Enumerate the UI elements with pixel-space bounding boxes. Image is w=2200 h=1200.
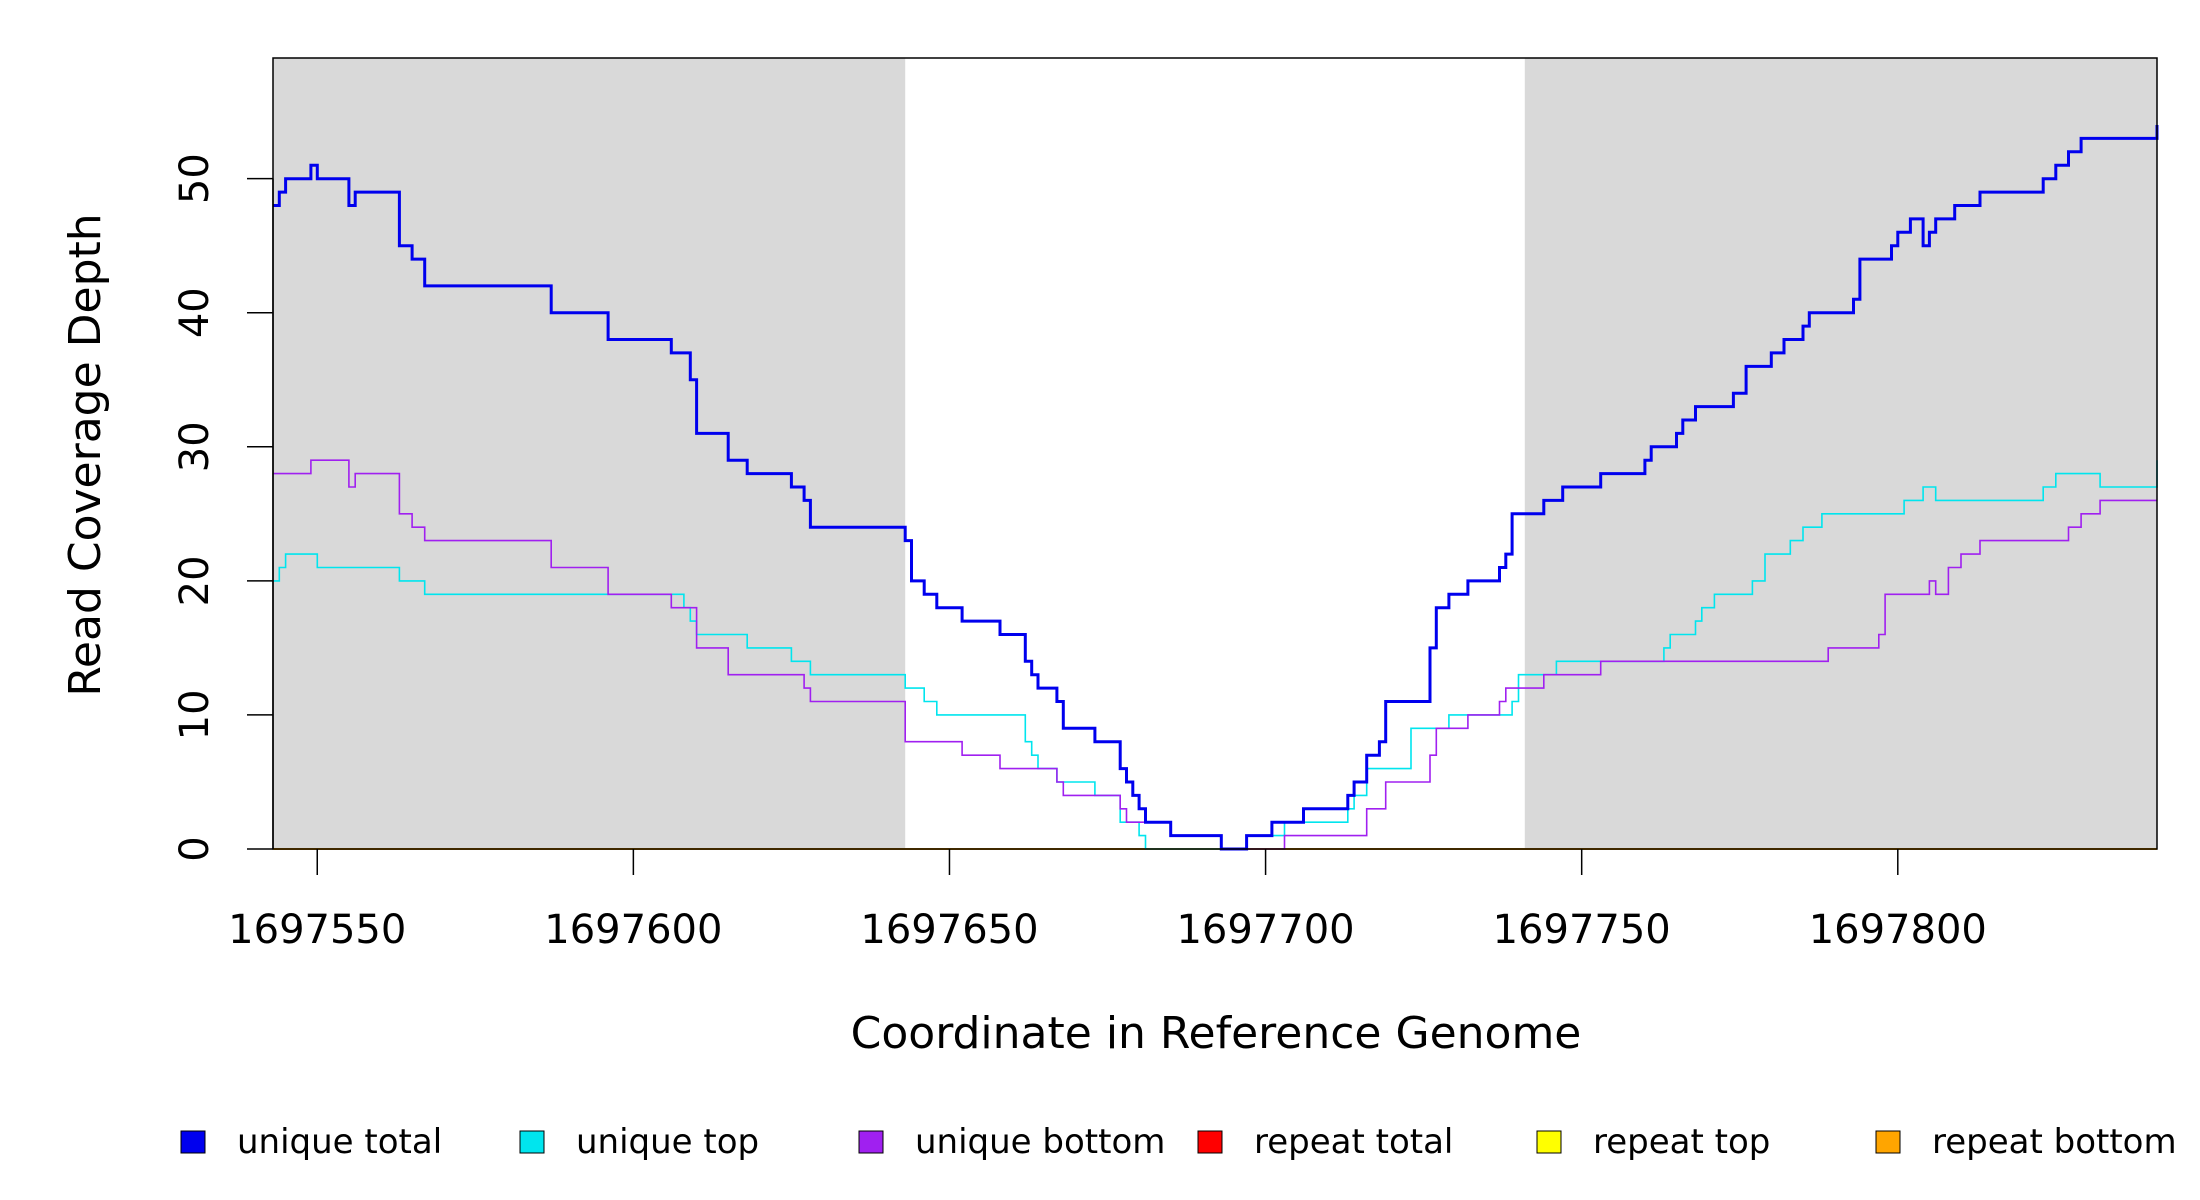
legend-label: unique top — [576, 1122, 759, 1162]
legend-label: repeat bottom — [1932, 1122, 2177, 1162]
legend-label: repeat top — [1593, 1122, 1770, 1162]
legend-swatch — [519, 1130, 545, 1154]
legend-item-unique-top: unique top — [519, 1122, 759, 1162]
x-tick-label: 1697550 — [228, 907, 406, 953]
legend-swatch — [1197, 1130, 1223, 1154]
x-axis-label: Coordinate in Reference Genome — [851, 1008, 1582, 1059]
legend-label: unique total — [237, 1122, 442, 1162]
shaded-regions — [273, 58, 2157, 849]
legend-swatch — [858, 1130, 884, 1154]
shaded-region-1 — [273, 58, 906, 849]
legend-label: unique bottom — [915, 1122, 1165, 1162]
legend: unique total unique top unique bottom repea… — [180, 1122, 2177, 1162]
legend-label: repeat total — [1254, 1122, 1453, 1162]
y-tick-label: 40 — [172, 287, 218, 338]
y-tick-label: 50 — [172, 153, 218, 204]
x-tick-label: 1697750 — [1493, 907, 1671, 953]
legend-item-repeat-total: repeat total — [1197, 1122, 1453, 1162]
x-tick-label: 1697800 — [1809, 907, 1987, 953]
x-tick-label: 1697650 — [860, 907, 1038, 953]
y-tick-label: 30 — [172, 421, 218, 472]
x-tick-label: 1697700 — [1176, 907, 1354, 953]
x-tick-label: 1697600 — [544, 907, 722, 953]
y-tick-label: 10 — [172, 689, 218, 740]
legend-swatch — [1536, 1130, 1562, 1154]
legend-swatch — [1875, 1130, 1901, 1154]
legend-item-unique-bottom: unique bottom — [858, 1122, 1165, 1162]
legend-item-repeat-bottom: repeat bottom — [1875, 1122, 2177, 1162]
y-tick-label: 0 — [172, 836, 218, 861]
y-axis-label: Read Coverage Depth — [60, 213, 111, 696]
legend-item-unique-total: unique total — [180, 1122, 442, 1162]
series-line-unique-total — [273, 125, 2159, 851]
legend-item-repeat-top: repeat top — [1536, 1122, 1770, 1162]
y-axis: 0 10 20 30 40 50 — [172, 153, 274, 862]
x-axis: 1697550 1697600 1697650 1697700 1697750 16978… — [228, 849, 1987, 953]
y-tick-label: 20 — [172, 555, 218, 606]
shaded-region-2 — [1524, 58, 2157, 849]
series-line-unique-top — [273, 460, 2158, 850]
legend-swatch — [180, 1130, 206, 1154]
